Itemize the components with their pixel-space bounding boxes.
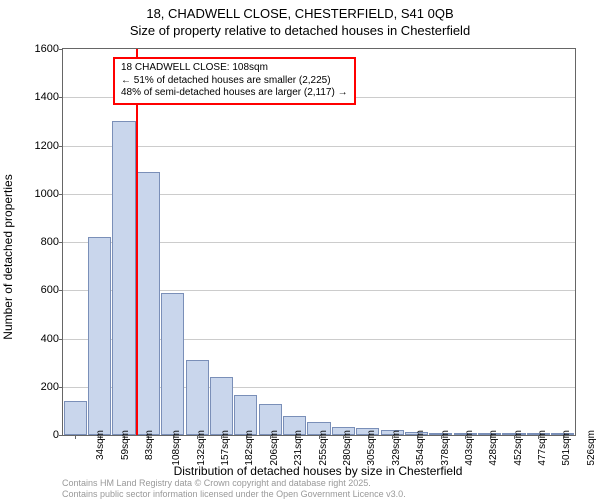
x-tick-mark — [75, 435, 76, 439]
x-tick-label: 403sqm — [464, 430, 475, 466]
plot-area: 18 CHADWELL CLOSE: 108sqm ← 51% of detac… — [62, 48, 576, 436]
x-tick-label: 34sqm — [95, 430, 106, 460]
histogram-bar — [112, 121, 135, 435]
title-line-2: Size of property relative to detached ho… — [0, 23, 600, 40]
y-tick-label: 600 — [21, 284, 59, 296]
x-tick-label: 452sqm — [512, 430, 523, 466]
x-tick-label: 59sqm — [120, 430, 131, 460]
x-axis-label: Distribution of detached houses by size … — [62, 464, 574, 478]
titles: 18, CHADWELL CLOSE, CHESTERFIELD, S41 0Q… — [0, 0, 600, 40]
attribution-line-2: Contains public sector information licen… — [62, 489, 574, 500]
grid-line — [63, 146, 575, 147]
attribution-line-1: Contains HM Land Registry data © Crown c… — [62, 478, 574, 489]
x-tick-label: 206sqm — [269, 430, 280, 466]
annotation-line-1: 18 CHADWELL CLOSE: 108sqm — [121, 62, 348, 75]
x-tick-label: 477sqm — [537, 430, 548, 466]
title-line-1: 18, CHADWELL CLOSE, CHESTERFIELD, S41 0Q… — [0, 6, 600, 23]
histogram-bar — [186, 360, 209, 435]
x-tick-label: 132sqm — [195, 430, 206, 466]
marker-line — [136, 49, 138, 435]
histogram-bar — [88, 237, 111, 435]
x-tick-label: 526sqm — [586, 430, 597, 466]
y-tick-label: 1400 — [21, 91, 59, 103]
x-tick-label: 157sqm — [220, 430, 231, 466]
histogram-bar — [210, 377, 233, 435]
y-tick-label: 0 — [21, 429, 59, 441]
y-tick-label: 1000 — [21, 188, 59, 200]
histogram-bar — [64, 401, 87, 435]
x-tick-label: 280sqm — [342, 430, 353, 466]
attribution: Contains HM Land Registry data © Crown c… — [62, 478, 574, 500]
x-tick-label: 108sqm — [171, 430, 182, 466]
histogram-bar — [161, 293, 184, 435]
x-tick-label: 378sqm — [439, 430, 450, 466]
y-tick-label: 200 — [21, 381, 59, 393]
x-tick-label: 354sqm — [415, 430, 426, 466]
x-tick-label: 329sqm — [391, 430, 402, 466]
y-tick-label: 400 — [21, 333, 59, 345]
x-tick-label: 501sqm — [561, 430, 572, 466]
y-tick-label: 1600 — [21, 43, 59, 55]
x-tick-label: 182sqm — [244, 430, 255, 466]
y-tick-label: 1200 — [21, 140, 59, 152]
histogram-bar — [137, 172, 160, 435]
x-tick-label: 428sqm — [488, 430, 499, 466]
annotation-line-2: ← 51% of detached houses are smaller (2,… — [121, 75, 348, 88]
annotation-box: 18 CHADWELL CLOSE: 108sqm ← 51% of detac… — [113, 57, 356, 105]
y-tick-label: 800 — [21, 236, 59, 248]
x-tick-label: 305sqm — [366, 430, 377, 466]
chart-container: 18, CHADWELL CLOSE, CHESTERFIELD, S41 0Q… — [0, 0, 600, 500]
y-axis-label: Number of detached properties — [1, 174, 15, 339]
x-tick-label: 83sqm — [144, 430, 155, 460]
x-tick-label: 255sqm — [317, 430, 328, 466]
annotation-line-3: 48% of semi-detached houses are larger (… — [121, 87, 348, 100]
x-tick-label: 231sqm — [293, 430, 304, 466]
